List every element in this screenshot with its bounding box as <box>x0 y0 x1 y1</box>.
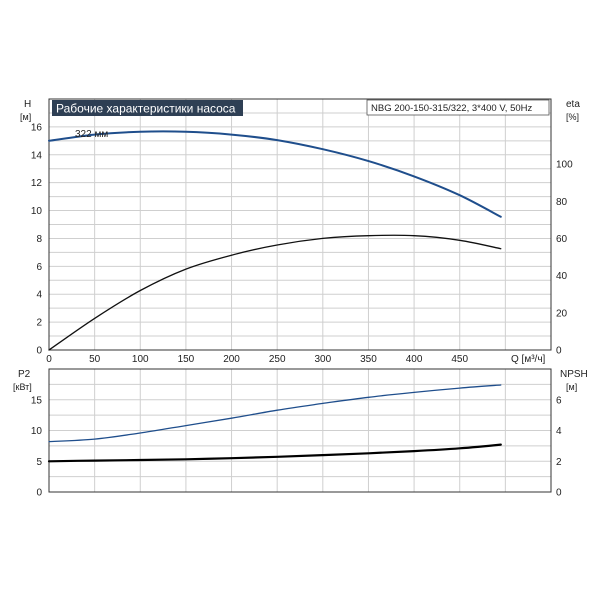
h-curve <box>48 130 502 218</box>
q-tick-label: 300 <box>314 354 331 365</box>
h-tick-label: 8 <box>36 234 42 245</box>
eta-axis-unit: [%] <box>566 112 579 122</box>
model-box <box>366 99 550 116</box>
q-tick-label: 50 <box>89 354 101 365</box>
model-label: NBG 200-150-315/322, 3*400 V, 50Hz <box>371 103 533 114</box>
impeller-diameter-label: 322 мм <box>75 129 108 140</box>
q-tick-label: 350 <box>360 354 377 365</box>
h-tick-label: 0 <box>36 346 42 357</box>
h-axis-unit: [м] <box>20 112 31 122</box>
q-tick-label: 0 <box>46 354 52 365</box>
q-tick-label: 150 <box>178 354 195 365</box>
q-tick-label: 250 <box>269 354 286 365</box>
q-tick-label: 100 <box>132 354 149 365</box>
h-axis-label: H <box>24 99 31 110</box>
bottom-plot-frame <box>48 368 552 493</box>
h-tick-label: 6 <box>36 262 42 273</box>
bottom-grid <box>49 369 551 492</box>
npsh-tick-label: 4 <box>556 426 562 437</box>
h-tick-label: 4 <box>36 290 42 301</box>
q-tick-label: 400 <box>406 354 423 365</box>
npsh-axis-label: NPSH <box>560 369 588 380</box>
h-tick-label: 10 <box>31 206 43 217</box>
q-tick-label: 450 <box>451 354 468 365</box>
q-tick-label: 200 <box>223 354 240 365</box>
chart-title: Рабочие характеристики насоса <box>56 102 236 116</box>
eta-tick-label: 20 <box>556 308 568 319</box>
top-plot-frame <box>48 98 552 351</box>
p2-axis-unit: [кВт] <box>13 382 32 392</box>
p2-curve <box>48 384 502 443</box>
h-tick-label: 16 <box>31 122 43 133</box>
q-axis-label: Q [м³/ч] <box>511 354 546 365</box>
npsh-tick-label: 2 <box>556 457 562 468</box>
eta-tick-label: 40 <box>556 271 568 282</box>
p2-tick-label: 0 <box>36 488 42 499</box>
npsh-curve <box>47 443 502 463</box>
title-box <box>52 100 243 116</box>
top-curves <box>48 130 502 351</box>
bottom-curves <box>47 384 502 463</box>
npsh-axis-unit: [м] <box>566 382 577 392</box>
npsh-tick-label: 0 <box>556 488 562 499</box>
eta-tick-label: 100 <box>556 160 573 171</box>
eta-axis-label: eta <box>566 99 580 110</box>
eta-curve <box>48 234 502 351</box>
eta-tick-label: 0 <box>556 346 562 357</box>
p2-axis-label: P2 <box>18 369 31 380</box>
top-grid <box>49 99 551 350</box>
h-tick-label: 12 <box>31 178 43 189</box>
h-tick-label: 2 <box>36 318 42 329</box>
eta-tick-label: 80 <box>556 197 568 208</box>
h-tick-label: 14 <box>31 150 43 161</box>
npsh-tick-label: 6 <box>556 395 562 406</box>
p2-tick-label: 15 <box>31 395 43 406</box>
p2-tick-label: 5 <box>36 457 42 468</box>
p2-tick-label: 10 <box>31 426 43 437</box>
eta-tick-label: 60 <box>556 234 568 245</box>
